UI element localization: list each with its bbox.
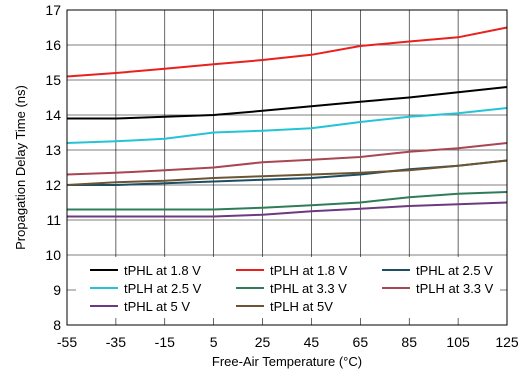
x-tick-label: -55	[57, 334, 77, 350]
y-tick-label: 16	[45, 37, 61, 53]
y-tick-labels: 8 9 10 11 12 13 14 15 16 17	[45, 2, 61, 333]
series-line	[66, 26, 508, 78]
legend-label: tPLH at 2.5 V	[124, 281, 202, 296]
x-tick-label: 85	[401, 334, 417, 350]
series-line	[67, 86, 508, 120]
x-tick-labels: -55 -35 -15 5 25 45 65 85 105 125	[57, 334, 519, 350]
y-tick-label: 11	[46, 212, 61, 228]
y-tick-label: 12	[45, 177, 61, 193]
x-tick-label: -35	[106, 334, 126, 350]
y-tick-label: 9	[53, 282, 61, 298]
x-axis-title: Free-Air Temperature (°C)	[212, 354, 362, 369]
series-line	[66, 142, 508, 176]
x-tick-label: 65	[353, 334, 369, 350]
legend-label: tPHL at 5 V	[124, 299, 190, 314]
legend-box	[76, 257, 500, 318]
y-tick-label: 10	[45, 247, 61, 263]
x-tick-label: 5	[210, 334, 218, 350]
x-tick-label: 25	[255, 334, 271, 350]
series-line	[67, 191, 508, 211]
y-tick-label: 14	[45, 107, 61, 123]
series-line	[66, 107, 508, 144]
legend-label: tPLH at 5V	[270, 299, 333, 314]
legend-label: tPHL at 2.5 V	[416, 263, 493, 278]
legend-label: tPLH at 1.8 V	[270, 263, 348, 278]
series-lines	[66, 26, 508, 218]
y-tick-label: 17	[45, 2, 61, 18]
x-tick-label: 125	[495, 334, 519, 350]
legend-label: tPLH at 3.3 V	[416, 281, 494, 296]
y-tick-label: 15	[45, 72, 61, 88]
legend-label: tPHL at 3.3 V	[270, 281, 347, 296]
plot-frame	[66, 9, 508, 326]
legend-label: tPHL at 1.8 V	[124, 263, 201, 278]
x-tick-label: 45	[304, 334, 320, 350]
y-tick-label: 8	[53, 317, 61, 333]
y-axis-title: Propagation Delay Time (ns)	[13, 85, 28, 250]
x-tick-label: -15	[155, 334, 175, 350]
series-line	[66, 159, 508, 186]
x-tick-label: 105	[446, 334, 470, 350]
series-line	[67, 201, 508, 218]
y-tick-label: 13	[45, 142, 61, 158]
legend: tPHL at 1.8 V tPLH at 2.5 V tPHL at 5 V tPL…	[90, 263, 494, 314]
